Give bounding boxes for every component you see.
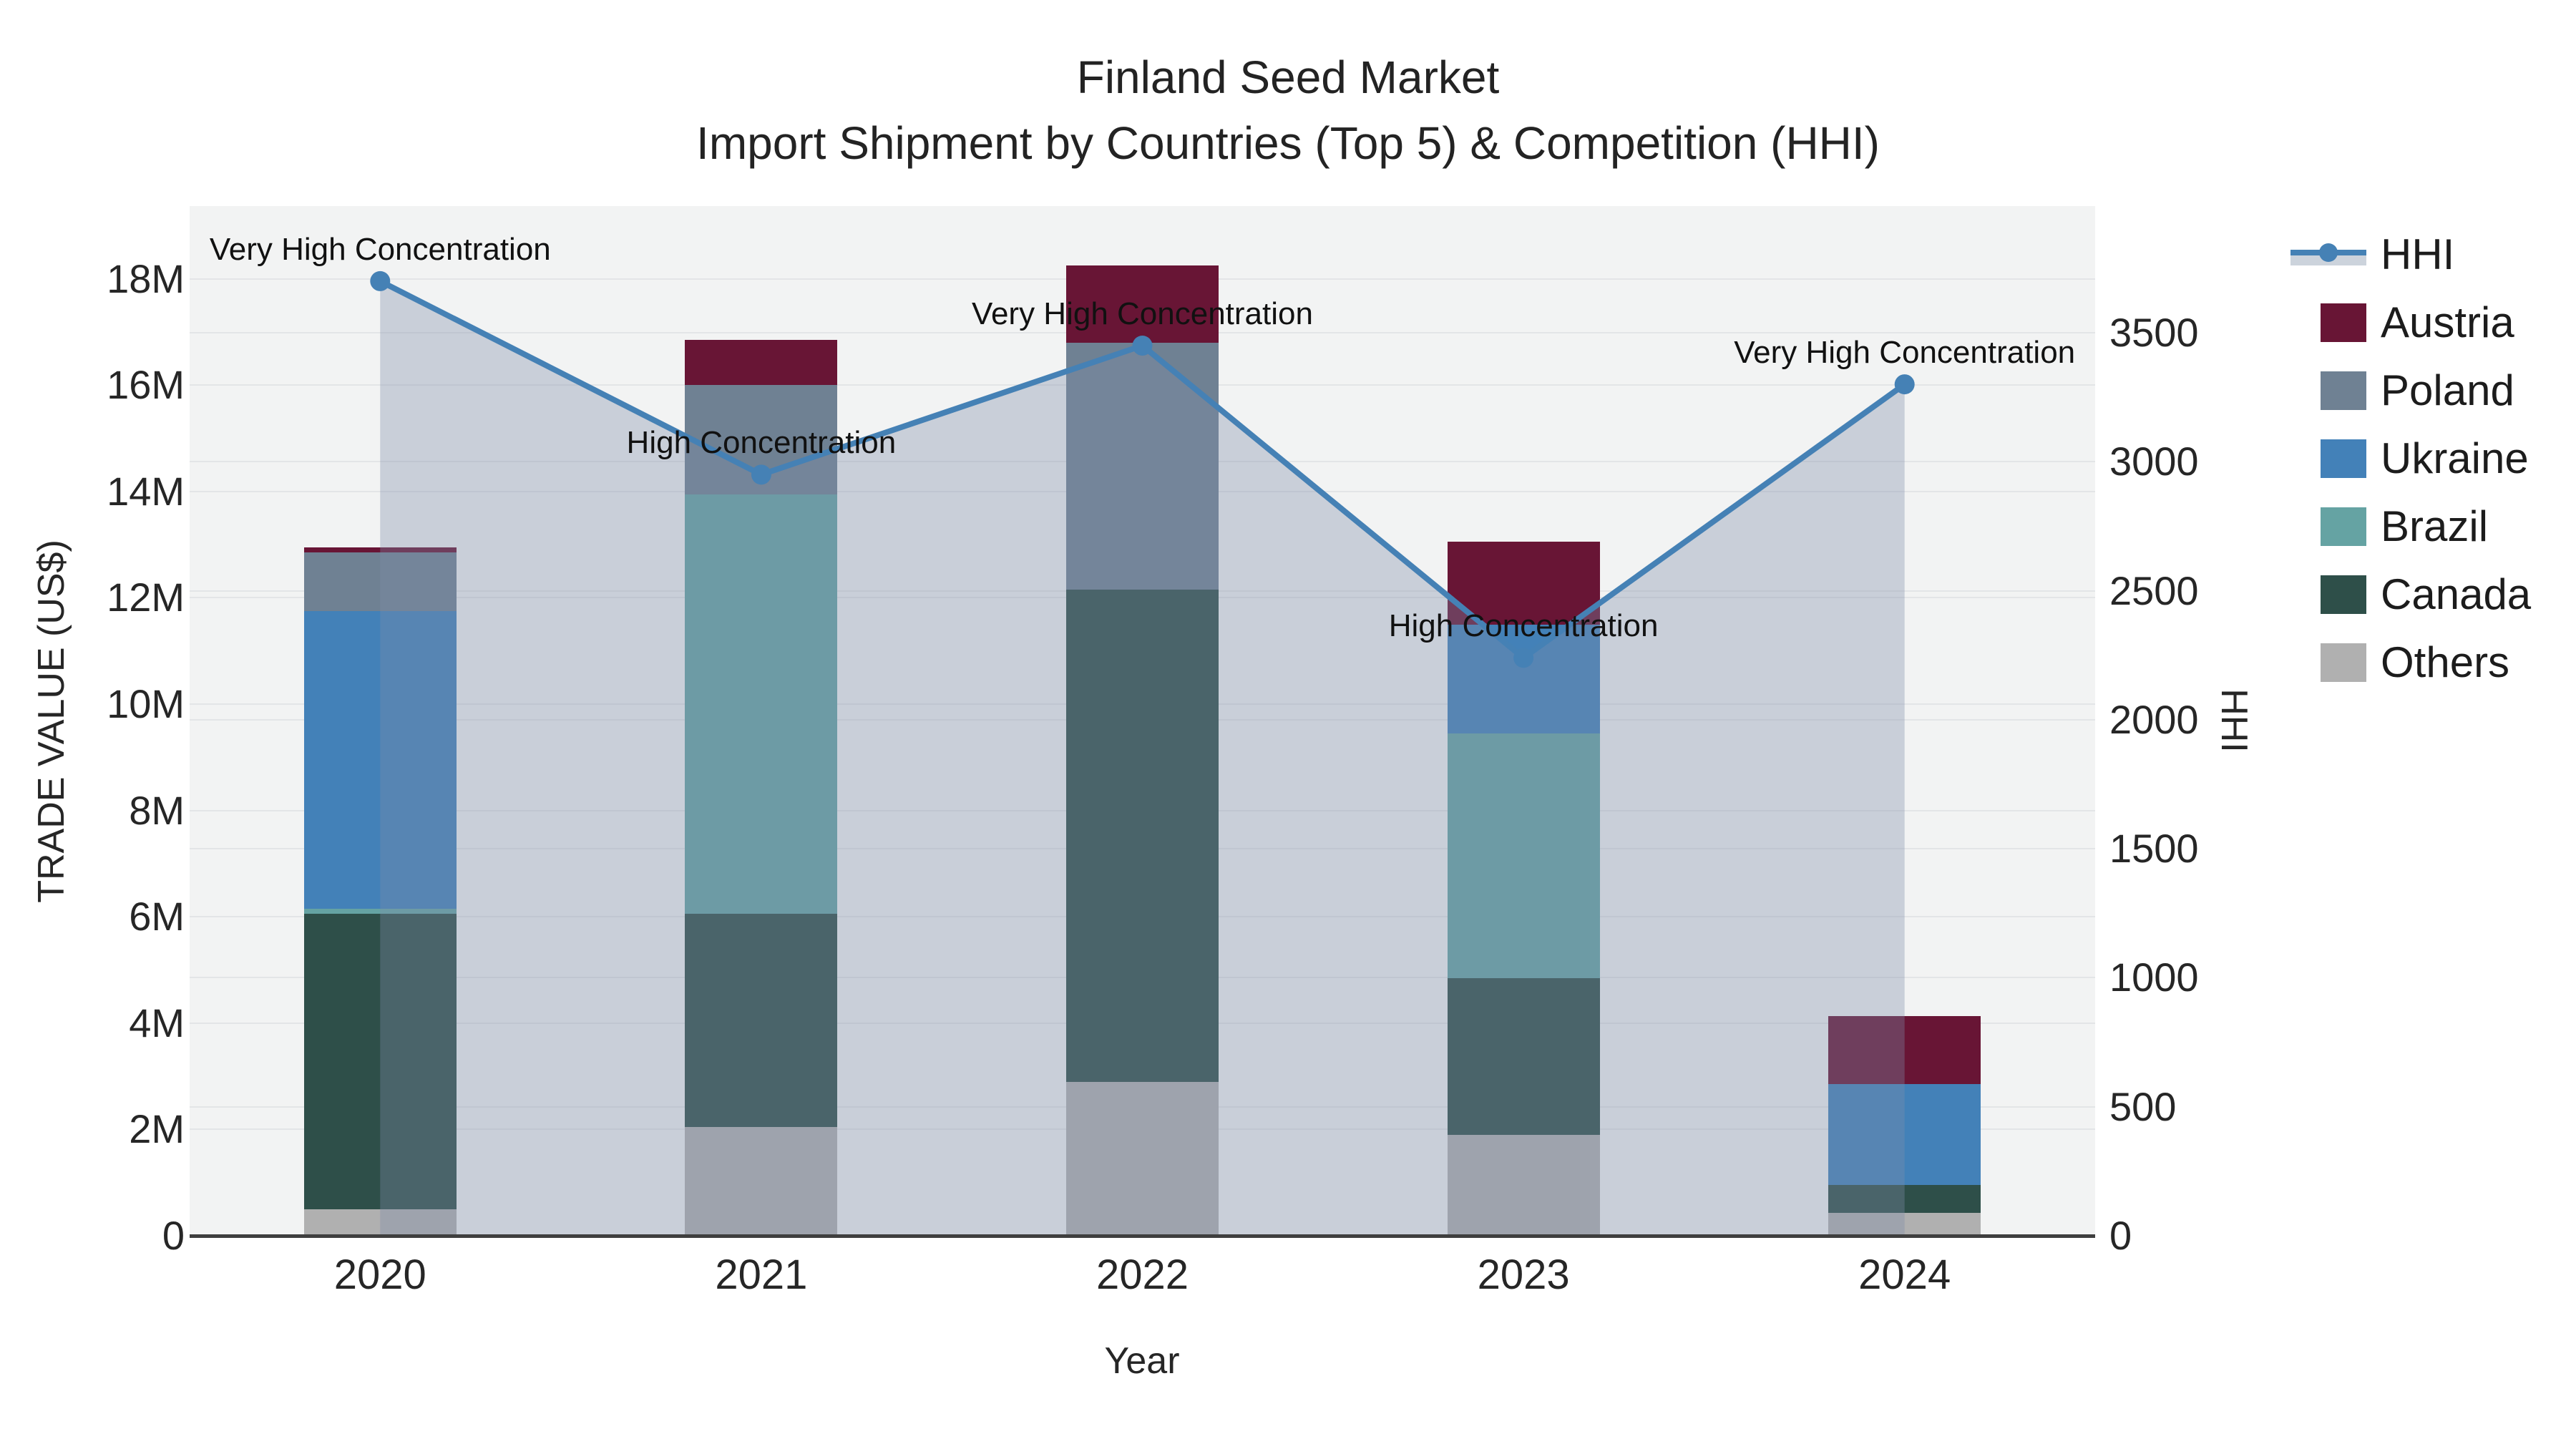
legend-swatch-cell	[2286, 575, 2366, 614]
x-axis-line	[190, 1234, 2095, 1238]
plot-area: Very High Concentration High Concentratio…	[190, 206, 2095, 1236]
bar-2020-poland[interactable]	[303, 552, 457, 611]
legend-label-others: Others	[2381, 638, 2510, 686]
legend-label-poland: Poland	[2381, 366, 2514, 414]
annotation-2022: Very High Concentration	[972, 296, 1313, 332]
y-axis-left-tick-10M: 10M	[107, 681, 185, 726]
y-axis-right-tick-500: 500	[2109, 1083, 2177, 1129]
legend-label-canada: Canada	[2381, 570, 2532, 618]
y-axis-right-tick-3500: 3500	[2109, 310, 2199, 355]
bar-2024-others[interactable]	[1828, 1213, 1981, 1236]
legend-color-swatch-poland	[2321, 371, 2366, 410]
y-axis-right-tick-1500: 1500	[2109, 826, 2199, 872]
hhi-marker-2020[interactable]	[370, 270, 391, 291]
y-axis-left-tick-18M: 18M	[107, 255, 185, 301]
x-axis-tick-2022: 2022	[1096, 1252, 1189, 1298]
legend-swatch-cell	[2286, 371, 2366, 410]
x-axis-tick-2020: 2020	[333, 1252, 426, 1298]
bar-2021-austria[interactable]	[685, 340, 838, 386]
y-axis-right-tick-1000: 1000	[2109, 955, 2199, 1000]
legend-swatch-cell	[2286, 507, 2366, 546]
legend-swatch-cell	[2286, 439, 2366, 478]
legend-label-austria: Austria	[2381, 298, 2514, 346]
bar-2023-others[interactable]	[1447, 1134, 1600, 1236]
y-axis-left-tick-8M: 8M	[129, 787, 185, 833]
bar-2020-ukraine[interactable]	[303, 610, 457, 909]
y-axis-left-tick-0: 0	[162, 1213, 185, 1258]
legend-hhi-swatch-icon	[2290, 243, 2366, 265]
bar-2024-ukraine[interactable]	[1828, 1084, 1981, 1185]
bar-2022-canada[interactable]	[1066, 590, 1219, 1082]
y-axis-right-tick-2000: 2000	[2109, 696, 2199, 742]
chart-title-line1: Finland Seed Market	[1076, 52, 1500, 103]
bar-2020-others[interactable]	[303, 1209, 457, 1236]
x-axis-tick-2023: 2023	[1477, 1252, 1570, 1298]
legend-item-poland[interactable]: Poland	[2286, 356, 2531, 424]
y-axis-left-tick-4M: 4M	[129, 1000, 185, 1045]
legend-swatch-cell	[2286, 643, 2366, 682]
bar-2020-canada[interactable]	[303, 914, 457, 1209]
legend-item-ukraine[interactable]: Ukraine	[2286, 424, 2531, 492]
legend-item-others[interactable]: Others	[2286, 628, 2531, 696]
chart-title: Finland Seed Market Import Shipment by C…	[0, 44, 2576, 176]
y-axis-left-tick-12M: 12M	[107, 575, 185, 620]
legend-item-hhi[interactable]: HHI	[2286, 220, 2531, 288]
annotation-2024: Very High Concentration	[1734, 335, 2076, 371]
y-axis-left-tick-2M: 2M	[129, 1106, 185, 1152]
annotation-2023: High Concentration	[1388, 608, 1659, 644]
x-axis-tick-2021: 2021	[715, 1252, 808, 1298]
x-axis-title: Year	[1104, 1340, 1180, 1382]
legend-color-swatch-brazil	[2321, 507, 2366, 546]
legend-color-swatch-ukraine	[2321, 439, 2366, 478]
bar-2024-austria[interactable]	[1828, 1016, 1981, 1085]
y-axis-right-tick-0: 0	[2109, 1213, 2132, 1258]
bar-2021-canada[interactable]	[685, 914, 838, 1127]
bar-2023-canada[interactable]	[1447, 977, 1600, 1135]
bar-2023-brazil[interactable]	[1447, 733, 1600, 978]
y-axis-right-tick-3000: 3000	[2109, 439, 2199, 484]
legend-hhi-marker-icon	[2319, 243, 2338, 262]
bar-2020-austria[interactable]	[303, 547, 457, 553]
annotation-2021: High Concentration	[626, 425, 897, 461]
bar-2020-brazil[interactable]	[303, 909, 457, 914]
legend-swatch-cell	[2286, 303, 2366, 342]
legend-label-hhi: HHI	[2381, 230, 2455, 278]
chart-title-line2: Import Shipment by Countries (Top 5) & C…	[696, 117, 1880, 169]
y-axis-left-tick-14M: 14M	[107, 468, 185, 514]
annotation-2020: Very High Concentration	[209, 231, 551, 267]
bar-2021-brazil[interactable]	[685, 494, 838, 914]
legend: HHI Austria Poland Ukraine Brazil Canada Other…	[2286, 220, 2531, 696]
y-axis-right-tick-2500: 2500	[2109, 567, 2199, 613]
legend-swatch-cell	[2286, 243, 2366, 265]
legend-color-swatch-austria	[2321, 303, 2366, 342]
y-axis-left-tick-6M: 6M	[129, 894, 185, 940]
bar-2021-others[interactable]	[685, 1126, 838, 1236]
legend-label-brazil: Brazil	[2381, 502, 2489, 550]
legend-item-brazil[interactable]: Brazil	[2286, 492, 2531, 560]
bar-2022-poland[interactable]	[1066, 342, 1219, 590]
legend-item-canada[interactable]: Canada	[2286, 560, 2531, 628]
y-axis-title-right: HHI	[2213, 688, 2255, 753]
bar-2022-others[interactable]	[1066, 1081, 1219, 1236]
legend-color-swatch-canada	[2321, 575, 2366, 614]
legend-color-swatch-others	[2321, 643, 2366, 682]
legend-label-ukraine: Ukraine	[2381, 434, 2529, 482]
x-axis-tick-2024: 2024	[1858, 1252, 1951, 1298]
legend-item-austria[interactable]: Austria	[2286, 288, 2531, 356]
y-axis-left-tick-16M: 16M	[107, 362, 185, 408]
bar-2024-canada[interactable]	[1828, 1184, 1981, 1214]
